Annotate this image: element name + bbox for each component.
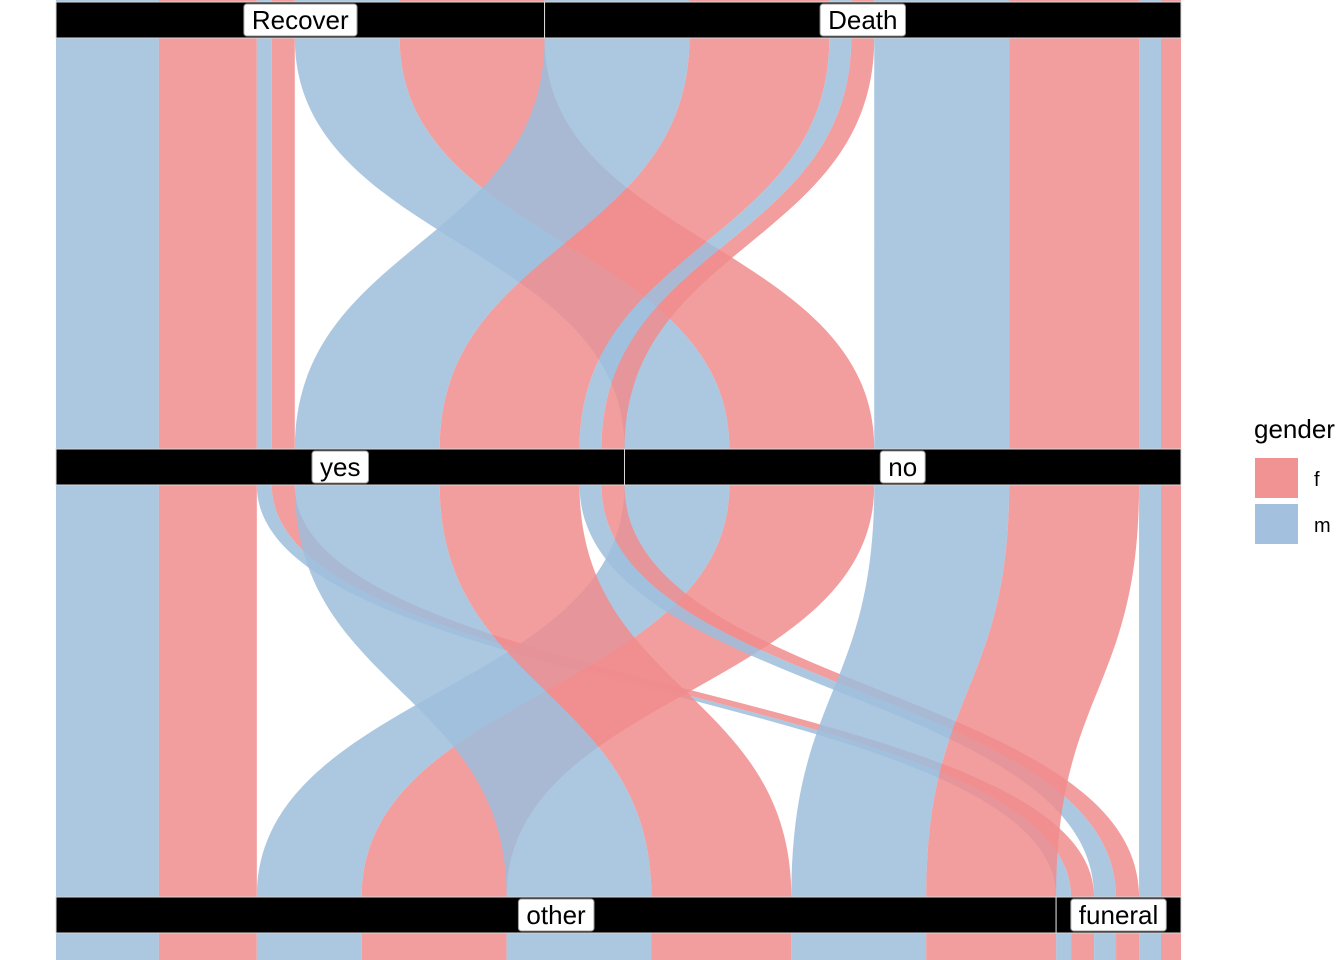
flow-ribbon-m: [791, 485, 1010, 897]
stratum-label-box: [1070, 898, 1167, 932]
stratum-recover: Recover: [55, 1, 546, 39]
stratum-label-box: [879, 450, 926, 484]
strata-strips: Recover Death yes no other funeral: [55, 1, 1182, 934]
flow-ribbon-m: [56, 38, 159, 449]
stratum-label: other: [526, 900, 586, 930]
stratum-label: Recover: [252, 5, 349, 35]
flow-ribbon-m: [874, 38, 1010, 449]
flow-stub-top: [158, 0, 257, 2]
flow-stub-top: [1009, 0, 1140, 2]
stratum-label: funeral: [1079, 900, 1159, 930]
flow-ribbon-f: [158, 38, 257, 449]
flow-stub-bottom: [506, 933, 652, 960]
flow-ribbon-m: [579, 38, 852, 449]
flow-stub-top: [829, 0, 852, 2]
flow-stub-bottom: [1139, 933, 1162, 960]
stratum-funeral: funeral: [1055, 896, 1182, 934]
legend-label-m: m: [1314, 515, 1331, 537]
flows-layer: [56, 0, 1181, 960]
flow-stub-bottom: [1161, 933, 1181, 960]
flow-ribbon-f: [158, 485, 257, 897]
flow-ribbon-f: [271, 38, 295, 449]
legend-swatch-m: [1255, 504, 1298, 544]
flow-ribbon-m: [56, 485, 159, 897]
flow-stub-top: [544, 0, 690, 2]
flow-stub-bottom: [651, 933, 792, 960]
flow-ribbon-f: [1009, 38, 1140, 449]
legend-title: gender: [1254, 414, 1335, 444]
flow-ribbon-f: [601, 38, 875, 449]
flow-ribbon-m: [256, 38, 272, 449]
flow-stub-bottom: [926, 933, 1057, 960]
flow-stub-bottom: [1094, 933, 1117, 960]
flow-ribbon-f: [439, 38, 830, 449]
flow-stub-top: [256, 0, 272, 2]
flow-ribbon-m: [294, 485, 652, 897]
flow-ribbon-f: [1161, 38, 1181, 449]
flow-stub-bottom: [791, 933, 927, 960]
flow-ribbon-m: [1139, 38, 1162, 449]
stratum-label-box: [517, 898, 595, 932]
stratum-yes: yes: [55, 448, 625, 486]
flow-ribbon-f: [1161, 485, 1181, 897]
flow-stub-bottom: [1071, 933, 1095, 960]
flow-stub-top: [56, 0, 159, 2]
flow-stub-bottom: [256, 933, 362, 960]
legend: gender f m: [1254, 414, 1335, 544]
flow-stub-top: [1161, 0, 1181, 2]
legend-label-f: f: [1314, 469, 1320, 491]
flow-stub-top: [399, 0, 545, 2]
flow-stub-bottom: [158, 933, 257, 960]
flow-stub-bottom: [56, 933, 159, 960]
stratum-label: yes: [320, 452, 360, 482]
flow-ribbon-m: [1139, 485, 1162, 897]
flow-stub-top: [294, 0, 400, 2]
flow-stub-bottom: [361, 933, 507, 960]
flow-stub-top: [271, 0, 295, 2]
stratum-other: other: [55, 896, 1057, 934]
flow-stub-top: [874, 0, 1010, 2]
stratum-label: no: [888, 452, 917, 482]
flow-stub-top: [689, 0, 830, 2]
flow-stub-top: [851, 0, 875, 2]
flow-stub-bottom: [1116, 933, 1140, 960]
legend-swatch-f: [1255, 458, 1298, 498]
stratum-death: Death: [544, 1, 1182, 39]
stratum-label-box: [243, 3, 358, 37]
stratum-label: Death: [828, 5, 897, 35]
stratum-label-box: [311, 450, 369, 484]
stratum-label-box: [819, 3, 906, 37]
flow-ribbon-m: [294, 38, 690, 449]
flow-stub-bottom: [1056, 933, 1072, 960]
stratum-no: no: [623, 448, 1182, 486]
flow-ribbon-f: [439, 485, 792, 897]
flow-ribbon-f: [926, 485, 1140, 897]
flow-stub-top: [1139, 0, 1162, 2]
